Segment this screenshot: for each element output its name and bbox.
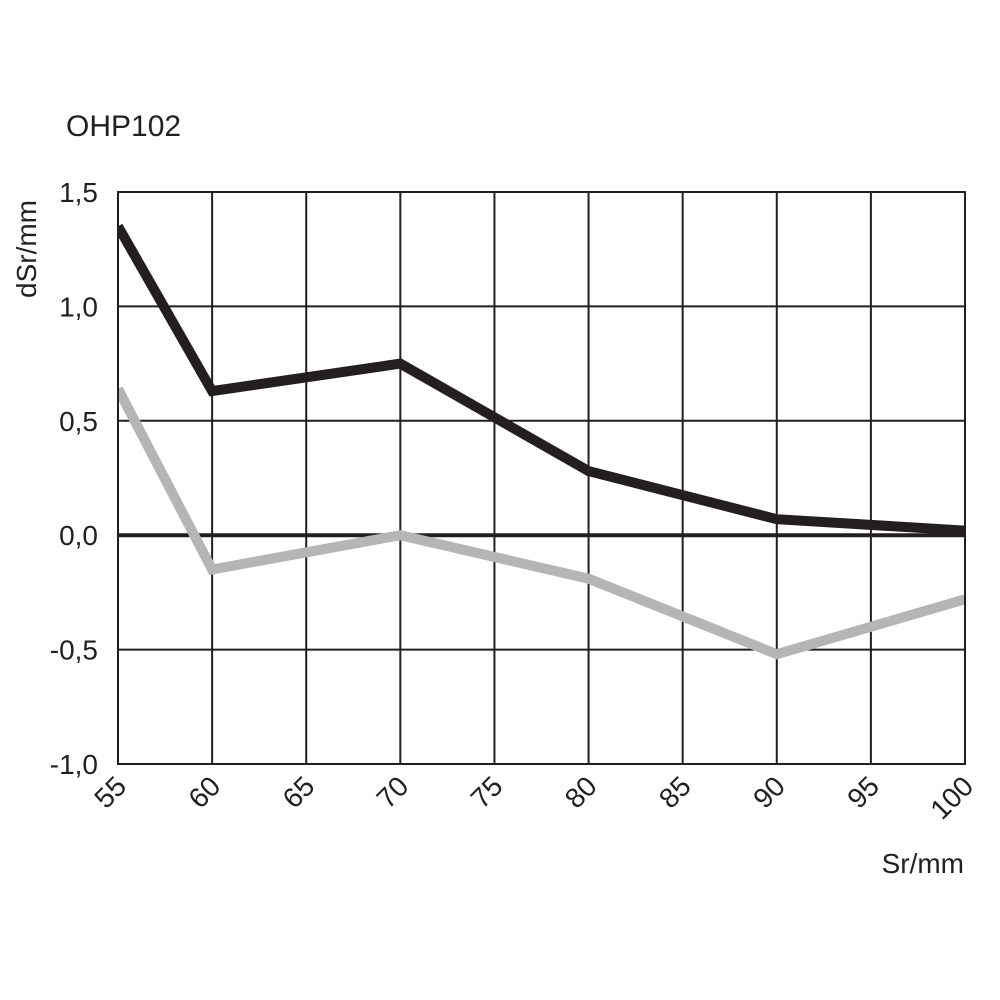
series-line-1: [118, 223, 965, 536]
x-tick-label: 95: [841, 770, 885, 814]
x-axis-title: Sr/mm: [882, 848, 964, 879]
y-tick-label: 0,0: [59, 520, 98, 551]
y-tick-label: 1,0: [59, 291, 98, 322]
y-tick-label: 1,5: [59, 177, 98, 208]
y-tick-labels: -1,0 -0,5 0,0 0,5 1,0 1,5: [50, 177, 98, 780]
x-tick-labels: 55 60 65 70 75 80 85 90 95 100: [88, 770, 979, 825]
plot-frame: [117, 191, 966, 765]
series-layer: [118, 223, 965, 660]
x-tick-label: 60: [182, 770, 226, 814]
y-tick-label: -1,0: [50, 749, 98, 780]
chart-title: OHP102: [66, 110, 181, 143]
x-tick-label: 70: [371, 770, 415, 814]
x-tick-label: 90: [747, 770, 791, 814]
y-axis-title: dSr/mm: [11, 200, 42, 298]
y-tick-label: -0,5: [50, 635, 98, 666]
y-tick-label: 0,5: [59, 406, 98, 437]
series-line-2: [118, 386, 965, 660]
grid-lines: [117, 191, 966, 765]
x-tick-label: 75: [465, 770, 509, 814]
x-tick-label: 80: [559, 770, 603, 814]
x-tick-label: 85: [653, 770, 697, 814]
x-tick-label: 65: [277, 770, 321, 814]
x-tick-label: 100: [924, 770, 979, 825]
